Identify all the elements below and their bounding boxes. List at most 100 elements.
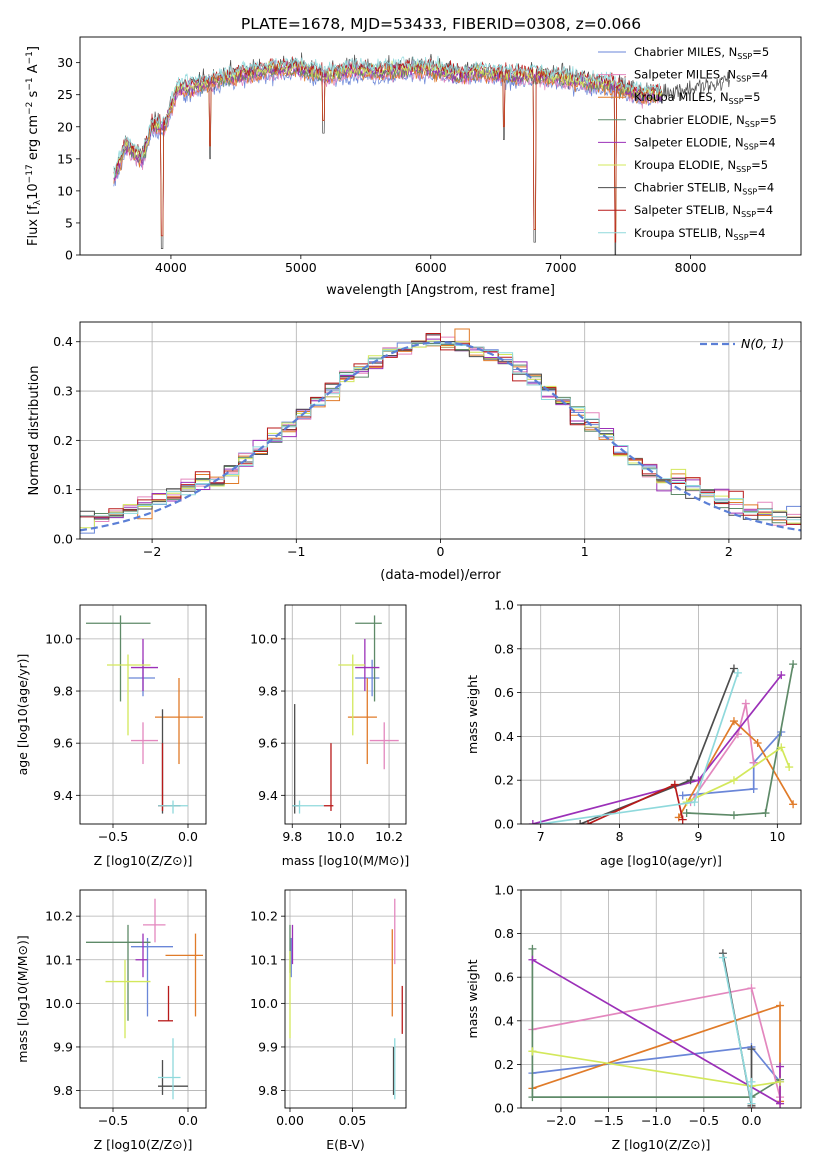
errorbar-point-7 — [158, 743, 167, 811]
errorbar-point-0 — [131, 937, 173, 1017]
weight-marker — [528, 1047, 537, 1056]
legend-label: Salpeter MILES, NSSP=4 — [634, 68, 768, 84]
x-tick-label: −1 — [287, 544, 305, 559]
errorbar-point-6 — [158, 709, 181, 814]
weight_vs_Z-frame — [520, 889, 802, 1109]
weight-marker — [747, 1077, 756, 1086]
y-tick-label: 10.0 — [250, 631, 278, 646]
weight-marker — [747, 984, 756, 993]
y-tick-label: 0.8 — [494, 926, 514, 941]
weight_vs_age-xlabel: age [log10(age/yr)] — [600, 853, 722, 868]
errorbar-point-4 — [135, 933, 148, 978]
weight-series-1 — [686, 699, 758, 807]
errorbar-point-2 — [165, 933, 203, 1017]
x-tick-label: −0.5 — [98, 829, 128, 844]
spectrum-frame — [79, 36, 802, 256]
weight-marker — [785, 763, 794, 772]
weight-marker — [528, 944, 537, 953]
y-tick-label: 0.2 — [494, 1057, 514, 1072]
x-tick-label: 7 — [537, 829, 545, 844]
y-tick-label: 9.9 — [53, 1039, 73, 1054]
weight-series-8 — [536, 668, 742, 824]
weight-marker — [789, 800, 798, 809]
age_vs_Z-plot-area — [86, 615, 203, 814]
weight-marker — [747, 1099, 756, 1108]
weight-marker — [777, 743, 786, 752]
mass_vs_Z-plot-area — [86, 898, 203, 1100]
weight-marker — [584, 820, 593, 824]
y-tick-label: 10.2 — [45, 909, 73, 924]
weight-marker — [747, 1045, 756, 1054]
residuals-plot-area — [80, 328, 801, 534]
weight_vs_Z-xlabel: Z [log10(Z/Z⊙)] — [612, 1137, 711, 1152]
figure-title: PLATE=1678, MJD=53433, FIBERID=0308, z=0… — [241, 15, 641, 33]
weight-marker — [776, 1062, 785, 1071]
weight-marker — [670, 780, 679, 789]
weight-marker — [749, 758, 758, 767]
y-tick-label: 10.2 — [250, 909, 278, 924]
x-tick-label: 0.0 — [178, 829, 198, 844]
x-tick-label: −1.5 — [593, 1113, 623, 1128]
normal-curve — [80, 341, 801, 532]
weight-marker — [528, 955, 537, 964]
legend-label: Kroupa STELIB, NSSP=4 — [634, 226, 765, 242]
weight-series-8 — [718, 953, 756, 1108]
age_vs_Z-ylabel: age [log10(age/yr)] — [15, 654, 30, 776]
y-tick-label: 0.0 — [494, 1101, 514, 1116]
x-tick-label: 8 — [616, 829, 624, 844]
legend-label: N(0, 1) — [741, 336, 784, 351]
x-tick-label: 8000 — [675, 260, 707, 275]
x-tick-label: −2 — [143, 544, 161, 559]
weight_vs_Z-plot-area — [528, 944, 785, 1108]
errorbar-point-6 — [292, 704, 300, 814]
weight_vs_age-panel: 7 8 9 10 0.0 0.2 0.4 0.6 0.8 1.0 age [log10(age/yr… — [465, 598, 802, 868]
weight-series-6 — [576, 664, 738, 824]
y-tick-label: 10.1 — [250, 952, 278, 967]
y-tick-label: 9.4 — [258, 788, 278, 803]
weight-marker — [678, 815, 687, 824]
y-tick-label: 0.8 — [494, 641, 514, 656]
y-tick-label: 0.6 — [494, 685, 514, 700]
x-tick-label: 4000 — [155, 260, 187, 275]
weight-marker — [776, 1077, 785, 1086]
errorbar-point-8 — [158, 800, 188, 814]
mass_vs_ebv-panel: 0.00 0.05 9.8 9.9 10.0 10.1 10.2 E(B-V) — [250, 889, 407, 1152]
y-tick-label: 15 — [57, 151, 73, 166]
x-tick-label: 10.0 — [327, 829, 355, 844]
x-tick-label: 10.2 — [375, 829, 403, 844]
errorbar-point-3 — [86, 615, 151, 702]
y-tick-label: 25 — [57, 87, 73, 102]
y-tick-label: 0.2 — [494, 773, 514, 788]
weight-marker — [761, 809, 770, 818]
x-tick-label: 2 — [725, 544, 733, 559]
mass_vs_Z-xlabel: Z [log10(Z/Z⊙)] — [94, 1137, 193, 1152]
legend-label: Chabrier ELODIE, NSSP=5 — [634, 113, 777, 129]
y-tick-label: 9.8 — [258, 1083, 278, 1098]
spectrum-line-8 — [113, 55, 662, 178]
weight-marker — [741, 699, 750, 708]
residuals-panel: −2 −1 0 1 2 0.0 0.1 0.2 0.3 0.4 N(0, 1) (data-model… — [27, 321, 802, 583]
weight-series-4 — [528, 671, 786, 824]
x-tick-label: 7000 — [545, 260, 577, 275]
y-tick-label: 0 — [65, 248, 73, 263]
residuals-ylabel: Normed distribution — [27, 366, 42, 496]
legend-label: Kroupa MILES, NSSP=5 — [634, 90, 760, 106]
x-tick-label: 0.05 — [338, 1113, 366, 1128]
weight-marker — [776, 1099, 785, 1108]
errorbar-point-7 — [158, 985, 173, 1022]
weight-marker — [749, 784, 758, 793]
weight-marker — [729, 776, 738, 785]
weight-marker — [776, 1001, 785, 1010]
errorbar-point-8 — [292, 800, 324, 814]
weight-marker — [536, 820, 545, 824]
y-tick-label: 1.0 — [494, 598, 514, 613]
y-tick-label: 0.6 — [494, 970, 514, 985]
spectrum-xlabel: wavelength [Angstrom, rest frame] — [326, 283, 555, 298]
y-tick-label: 0.4 — [494, 1013, 514, 1028]
weight-marker — [682, 809, 691, 818]
y-tick-label: 9.6 — [53, 736, 73, 751]
errorbar-point-5 — [338, 654, 365, 736]
weight-marker — [777, 671, 786, 680]
weight-marker — [678, 791, 687, 800]
y-tick-label: 9.9 — [258, 1039, 278, 1054]
